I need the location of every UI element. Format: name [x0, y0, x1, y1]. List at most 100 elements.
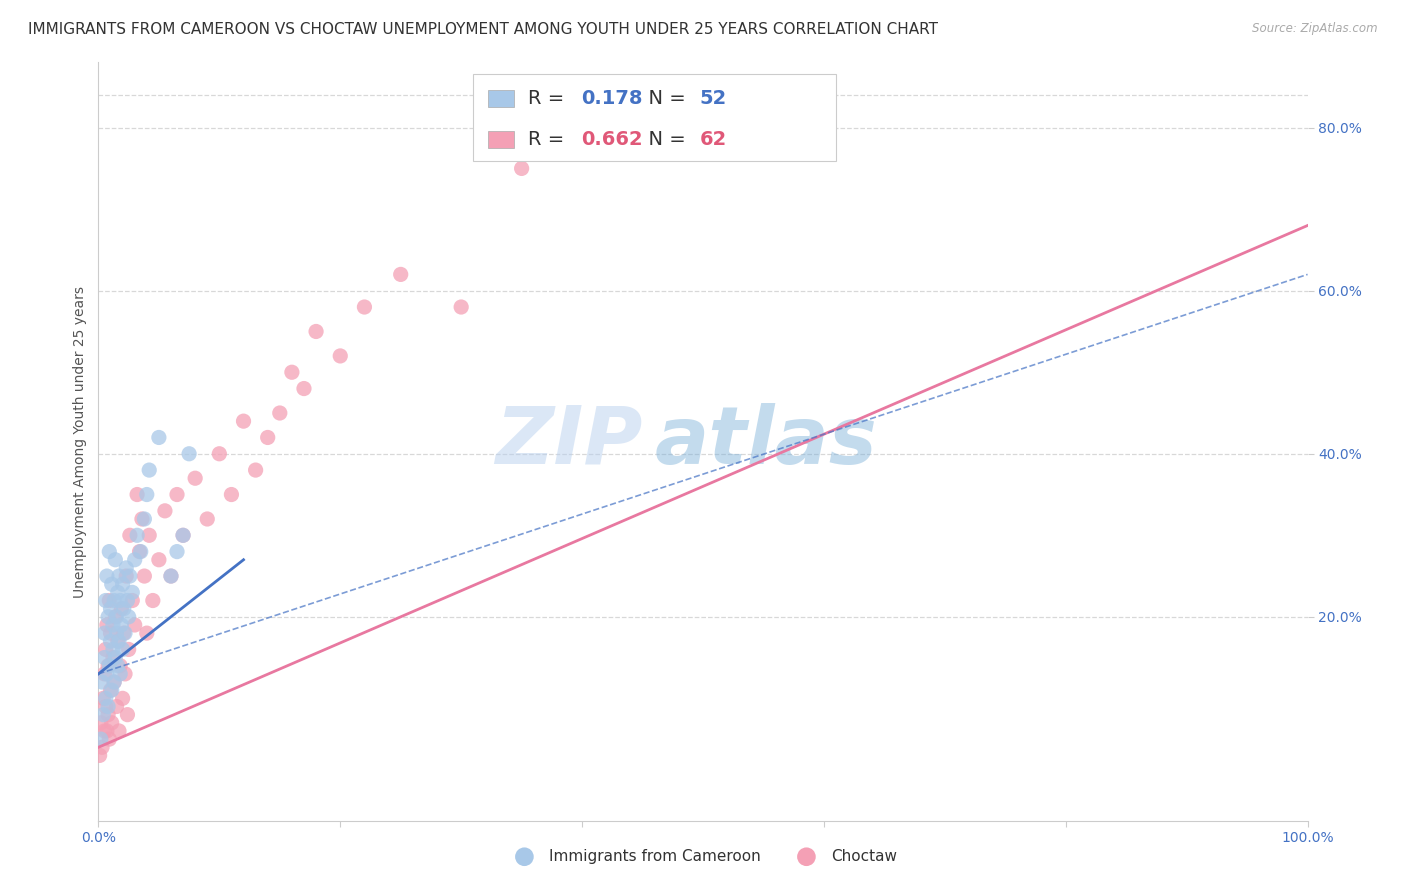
Y-axis label: Unemployment Among Youth under 25 years: Unemployment Among Youth under 25 years — [73, 285, 87, 598]
Text: 62: 62 — [699, 129, 727, 149]
Point — [100, 634, 122, 648]
Point — [97, 658, 120, 673]
FancyBboxPatch shape — [488, 90, 515, 106]
Text: R =: R = — [527, 88, 571, 108]
Point — [221, 487, 243, 501]
Point — [97, 610, 120, 624]
Point — [100, 683, 122, 698]
Point — [138, 528, 160, 542]
Point — [91, 675, 114, 690]
Point — [118, 610, 141, 624]
Point — [93, 723, 115, 738]
Point — [256, 430, 278, 444]
Point — [96, 569, 118, 583]
Point — [89, 748, 111, 763]
Point — [128, 544, 150, 558]
Point — [208, 447, 231, 461]
Point — [107, 658, 129, 673]
FancyBboxPatch shape — [474, 74, 837, 161]
Point — [105, 610, 128, 624]
Point — [179, 447, 201, 461]
Point — [353, 300, 375, 314]
Point — [160, 569, 183, 583]
Point — [129, 544, 152, 558]
Point — [118, 569, 141, 583]
Point — [117, 707, 139, 722]
Text: 52: 52 — [699, 88, 727, 108]
Point — [100, 683, 122, 698]
Point — [97, 699, 120, 714]
Point — [112, 626, 135, 640]
Point — [138, 463, 160, 477]
Point — [118, 642, 141, 657]
Point — [104, 553, 127, 567]
Point — [292, 382, 315, 396]
Point — [93, 650, 115, 665]
Point — [93, 666, 115, 681]
Point — [121, 593, 143, 607]
Text: IMMIGRANTS FROM CAMEROON VS CHOCTAW UNEMPLOYMENT AMONG YOUTH UNDER 25 YEARS CORR: IMMIGRANTS FROM CAMEROON VS CHOCTAW UNEM… — [28, 22, 938, 37]
Point — [329, 349, 352, 363]
Point — [111, 642, 134, 657]
Point — [135, 626, 157, 640]
Point — [510, 161, 533, 176]
Point — [131, 512, 153, 526]
Point — [98, 544, 121, 558]
Text: 0.178: 0.178 — [581, 88, 643, 108]
Point — [91, 691, 114, 706]
Point — [124, 553, 146, 567]
Point — [127, 528, 149, 542]
Point — [172, 528, 194, 542]
Point — [305, 325, 328, 339]
Point — [101, 650, 124, 665]
Text: atlas: atlas — [655, 402, 877, 481]
Point — [114, 626, 136, 640]
Point — [103, 593, 125, 607]
Point — [94, 593, 117, 607]
Point — [94, 642, 117, 657]
Point — [450, 300, 472, 314]
Point — [96, 723, 118, 738]
Point — [105, 626, 128, 640]
Point — [148, 430, 170, 444]
Point — [91, 740, 114, 755]
Point — [100, 626, 122, 640]
Point — [101, 642, 124, 657]
Point — [166, 544, 188, 558]
Point — [100, 715, 122, 730]
Point — [153, 504, 176, 518]
Point — [100, 577, 122, 591]
Point — [389, 268, 412, 282]
Point — [110, 601, 132, 615]
Point — [160, 569, 183, 583]
Point — [94, 699, 117, 714]
Point — [124, 618, 146, 632]
Point — [112, 601, 135, 615]
Point — [108, 593, 131, 607]
Point — [281, 365, 304, 379]
Point — [118, 528, 141, 542]
Point — [134, 512, 156, 526]
Point — [114, 666, 136, 681]
Point — [127, 487, 149, 501]
Point — [195, 512, 218, 526]
Point — [100, 601, 122, 615]
Point — [121, 585, 143, 599]
Point — [103, 675, 125, 690]
Point — [108, 723, 131, 738]
Point — [172, 528, 194, 542]
Point — [111, 577, 134, 591]
Text: Source: ZipAtlas.com: Source: ZipAtlas.com — [1253, 22, 1378, 36]
Text: N =: N = — [637, 129, 693, 149]
FancyBboxPatch shape — [488, 131, 515, 147]
Legend: Immigrants from Cameroon, Choctaw: Immigrants from Cameroon, Choctaw — [503, 843, 903, 870]
Point — [104, 610, 127, 624]
Point — [90, 732, 112, 747]
Point — [96, 618, 118, 632]
Point — [245, 463, 267, 477]
Point — [108, 634, 131, 648]
Point — [111, 691, 134, 706]
Point — [104, 650, 127, 665]
Text: ZIP: ZIP — [495, 402, 643, 481]
Point — [269, 406, 291, 420]
